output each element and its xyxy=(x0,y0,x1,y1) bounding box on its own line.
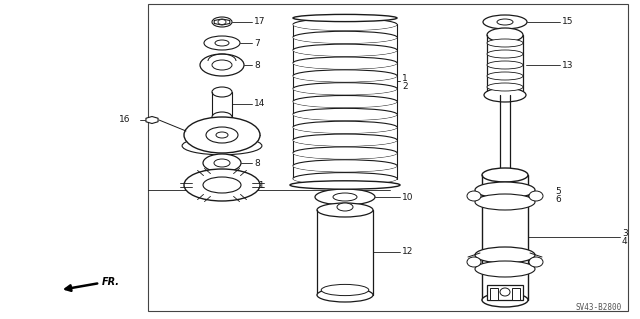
Text: 3: 3 xyxy=(622,228,628,238)
Text: 12: 12 xyxy=(402,248,413,256)
Bar xyxy=(148,4,628,311)
Ellipse shape xyxy=(204,36,240,50)
Text: 14: 14 xyxy=(254,100,266,108)
Bar xyxy=(212,92,232,117)
Ellipse shape xyxy=(293,108,397,120)
Text: 6: 6 xyxy=(555,196,561,204)
Ellipse shape xyxy=(293,14,397,22)
Ellipse shape xyxy=(293,134,397,146)
Ellipse shape xyxy=(317,288,373,302)
Bar xyxy=(512,288,520,300)
Ellipse shape xyxy=(487,39,523,47)
Ellipse shape xyxy=(214,159,230,167)
Ellipse shape xyxy=(184,169,260,201)
Text: 16: 16 xyxy=(118,115,130,124)
Ellipse shape xyxy=(487,83,523,91)
Ellipse shape xyxy=(293,173,397,185)
Ellipse shape xyxy=(482,168,528,182)
Text: 13: 13 xyxy=(562,61,573,70)
Ellipse shape xyxy=(212,17,232,27)
Ellipse shape xyxy=(293,70,397,82)
Ellipse shape xyxy=(218,19,226,25)
Text: SV43-B2800: SV43-B2800 xyxy=(576,303,622,313)
Ellipse shape xyxy=(216,132,228,138)
Ellipse shape xyxy=(212,112,232,122)
Bar xyxy=(487,285,523,300)
Ellipse shape xyxy=(529,257,543,267)
Ellipse shape xyxy=(475,182,535,198)
Ellipse shape xyxy=(475,194,535,210)
Ellipse shape xyxy=(293,83,397,95)
Ellipse shape xyxy=(500,288,510,296)
Bar xyxy=(317,210,373,295)
Ellipse shape xyxy=(293,147,397,159)
Ellipse shape xyxy=(475,247,535,263)
Ellipse shape xyxy=(484,88,526,102)
Polygon shape xyxy=(214,19,230,25)
Text: 5: 5 xyxy=(555,188,561,197)
Ellipse shape xyxy=(293,31,397,43)
Ellipse shape xyxy=(467,191,481,201)
Ellipse shape xyxy=(293,95,397,108)
Ellipse shape xyxy=(497,19,513,25)
Text: FR.: FR. xyxy=(102,277,120,287)
Ellipse shape xyxy=(203,177,241,193)
Polygon shape xyxy=(146,116,158,123)
Ellipse shape xyxy=(487,72,523,80)
Text: 7: 7 xyxy=(254,39,260,48)
Ellipse shape xyxy=(184,117,260,153)
Ellipse shape xyxy=(315,189,375,205)
Ellipse shape xyxy=(293,19,397,30)
Bar xyxy=(487,35,523,95)
Bar xyxy=(490,288,498,300)
Ellipse shape xyxy=(483,15,527,29)
Text: 10: 10 xyxy=(402,192,413,202)
Text: 2: 2 xyxy=(402,82,408,91)
Ellipse shape xyxy=(293,160,397,172)
Ellipse shape xyxy=(337,203,353,211)
Ellipse shape xyxy=(203,154,241,172)
Text: 8: 8 xyxy=(254,159,260,167)
Ellipse shape xyxy=(482,293,528,307)
Bar xyxy=(482,175,528,300)
Text: 11: 11 xyxy=(254,181,266,189)
Ellipse shape xyxy=(467,257,481,267)
Ellipse shape xyxy=(487,28,523,42)
Ellipse shape xyxy=(293,121,397,133)
Ellipse shape xyxy=(212,87,232,97)
Text: 17: 17 xyxy=(254,18,266,26)
Ellipse shape xyxy=(293,57,397,69)
Text: 1: 1 xyxy=(402,74,408,83)
Ellipse shape xyxy=(321,285,369,296)
Text: 8: 8 xyxy=(254,61,260,70)
Ellipse shape xyxy=(487,50,523,58)
Ellipse shape xyxy=(206,127,238,143)
Ellipse shape xyxy=(293,44,397,56)
Text: 9: 9 xyxy=(254,130,260,139)
Ellipse shape xyxy=(475,261,535,277)
Text: 4: 4 xyxy=(622,236,628,246)
Ellipse shape xyxy=(200,54,244,76)
Ellipse shape xyxy=(182,137,262,155)
Text: 15: 15 xyxy=(562,18,573,26)
Ellipse shape xyxy=(333,193,357,201)
Ellipse shape xyxy=(215,40,229,46)
Bar xyxy=(500,95,510,175)
Ellipse shape xyxy=(529,191,543,201)
Ellipse shape xyxy=(290,181,400,189)
Ellipse shape xyxy=(212,60,232,70)
Ellipse shape xyxy=(317,203,373,217)
Ellipse shape xyxy=(487,61,523,69)
